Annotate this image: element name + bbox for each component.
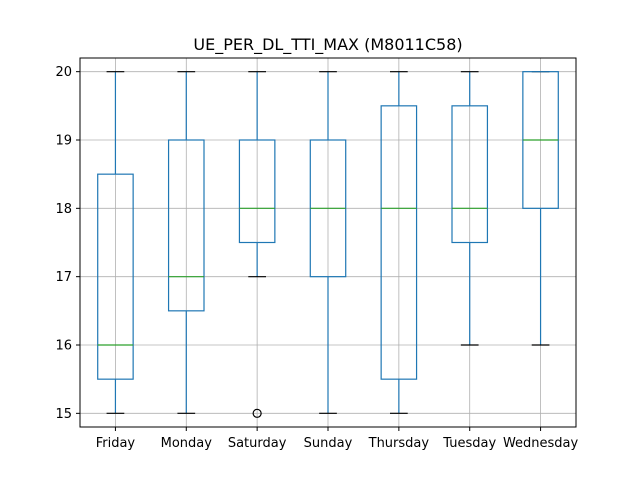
box-group-saturday xyxy=(238,71,276,418)
iqr-box xyxy=(380,105,418,380)
y-tick-label: 16 xyxy=(55,339,72,354)
iqr-box xyxy=(451,105,489,244)
x-tick-label: Thursday xyxy=(368,436,430,451)
iqr-box xyxy=(238,139,276,244)
chart-title: UE_PER_DL_TTI_MAX (M8011C58) xyxy=(193,35,462,55)
iqr-box xyxy=(97,173,134,380)
y-tick-label: 18 xyxy=(55,202,72,217)
tick-layer: 15 16 17 18 19 20 Friday Monday Saturday Sunday Th… xyxy=(55,65,578,451)
box-layer xyxy=(97,71,559,418)
outlier-point xyxy=(252,408,262,418)
x-tick-label: Saturday xyxy=(228,436,287,451)
box-group-friday xyxy=(97,71,134,414)
y-tick-label: 15 xyxy=(55,407,72,422)
iqr-box xyxy=(167,139,205,312)
x-tick-label: Tuesday xyxy=(442,436,496,451)
box-group-thursday xyxy=(380,71,418,414)
x-tick-label: Wednesday xyxy=(503,436,579,451)
x-tick-label: Friday xyxy=(96,436,136,451)
box-group-sunday xyxy=(309,71,347,414)
y-tick-label: 19 xyxy=(55,134,72,149)
box-group-monday xyxy=(167,71,205,414)
x-tick-label: Sunday xyxy=(304,436,353,451)
y-tick-label: 20 xyxy=(55,65,72,80)
x-tick-label: Monday xyxy=(161,436,213,451)
box-group-wednesday xyxy=(522,71,559,346)
box-group-tuesday xyxy=(451,71,489,346)
y-tick-label: 17 xyxy=(55,270,72,285)
